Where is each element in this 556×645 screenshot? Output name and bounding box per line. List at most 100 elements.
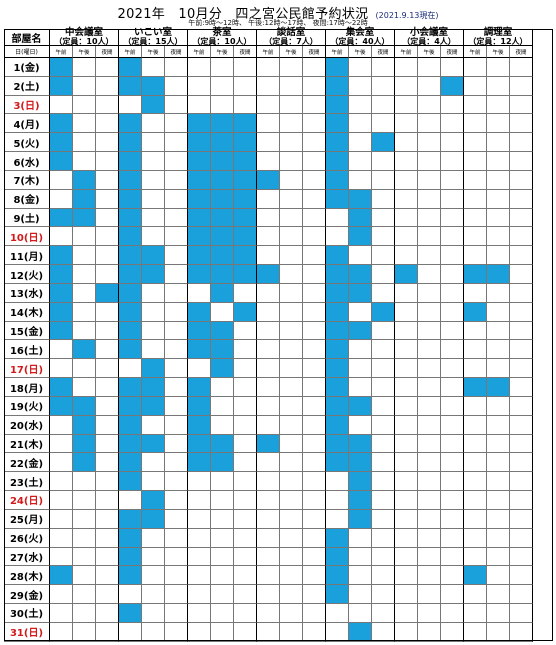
open-slot[interactable] bbox=[73, 114, 96, 134]
open-slot[interactable] bbox=[510, 604, 533, 623]
open-slot[interactable] bbox=[234, 547, 257, 567]
open-slot[interactable] bbox=[418, 491, 441, 510]
open-slot[interactable] bbox=[487, 622, 510, 642]
open-slot[interactable] bbox=[257, 604, 280, 623]
open-slot[interactable] bbox=[73, 321, 96, 341]
open-slot[interactable] bbox=[96, 604, 119, 623]
open-slot[interactable] bbox=[303, 265, 326, 284]
open-slot[interactable] bbox=[257, 396, 280, 416]
open-slot[interactable] bbox=[441, 415, 464, 435]
open-slot[interactable] bbox=[487, 359, 510, 379]
open-slot[interactable] bbox=[257, 415, 280, 435]
open-slot[interactable] bbox=[73, 491, 96, 510]
open-slot[interactable] bbox=[280, 566, 303, 586]
open-slot[interactable] bbox=[257, 585, 280, 605]
open-slot[interactable] bbox=[303, 95, 326, 115]
booked-slot[interactable] bbox=[234, 189, 257, 209]
open-slot[interactable] bbox=[510, 472, 533, 492]
open-slot[interactable] bbox=[280, 340, 303, 360]
open-slot[interactable] bbox=[142, 208, 165, 228]
open-slot[interactable] bbox=[257, 453, 280, 473]
open-slot[interactable] bbox=[96, 434, 119, 454]
booked-slot[interactable] bbox=[188, 227, 211, 247]
open-slot[interactable] bbox=[441, 453, 464, 473]
open-slot[interactable] bbox=[165, 566, 188, 586]
open-slot[interactable] bbox=[464, 585, 487, 605]
open-slot[interactable] bbox=[188, 95, 211, 115]
open-slot[interactable] bbox=[165, 396, 188, 416]
open-slot[interactable] bbox=[510, 152, 533, 171]
open-slot[interactable] bbox=[280, 114, 303, 134]
open-slot[interactable] bbox=[326, 227, 349, 247]
open-slot[interactable] bbox=[326, 208, 349, 228]
open-slot[interactable] bbox=[234, 95, 257, 115]
open-slot[interactable] bbox=[372, 585, 395, 605]
open-slot[interactable] bbox=[303, 321, 326, 341]
booked-slot[interactable] bbox=[211, 114, 234, 134]
booked-slot[interactable] bbox=[50, 58, 73, 77]
open-slot[interactable] bbox=[441, 378, 464, 397]
open-slot[interactable] bbox=[487, 528, 510, 548]
open-slot[interactable] bbox=[349, 95, 372, 115]
open-slot[interactable] bbox=[165, 58, 188, 77]
open-slot[interactable] bbox=[464, 604, 487, 623]
open-slot[interactable] bbox=[441, 208, 464, 228]
open-slot[interactable] bbox=[257, 472, 280, 492]
open-slot[interactable] bbox=[395, 415, 418, 435]
booked-slot[interactable] bbox=[119, 58, 142, 77]
open-slot[interactable] bbox=[418, 453, 441, 473]
open-slot[interactable] bbox=[211, 76, 234, 96]
open-slot[interactable] bbox=[441, 283, 464, 303]
open-slot[interactable] bbox=[303, 622, 326, 642]
booked-slot[interactable] bbox=[349, 396, 372, 416]
open-slot[interactable] bbox=[303, 76, 326, 96]
open-slot[interactable] bbox=[96, 396, 119, 416]
booked-slot[interactable] bbox=[73, 453, 96, 473]
open-slot[interactable] bbox=[395, 528, 418, 548]
open-slot[interactable] bbox=[418, 604, 441, 623]
open-slot[interactable] bbox=[234, 415, 257, 435]
open-slot[interactable] bbox=[303, 227, 326, 247]
open-slot[interactable] bbox=[464, 491, 487, 510]
open-slot[interactable] bbox=[487, 170, 510, 190]
open-slot[interactable] bbox=[303, 152, 326, 171]
open-slot[interactable] bbox=[510, 509, 533, 529]
booked-slot[interactable] bbox=[234, 246, 257, 266]
open-slot[interactable] bbox=[50, 415, 73, 435]
booked-slot[interactable] bbox=[50, 76, 73, 96]
open-slot[interactable] bbox=[418, 396, 441, 416]
open-slot[interactable] bbox=[73, 378, 96, 397]
booked-slot[interactable] bbox=[142, 265, 165, 284]
open-slot[interactable] bbox=[326, 622, 349, 642]
open-slot[interactable] bbox=[96, 227, 119, 247]
open-slot[interactable] bbox=[165, 95, 188, 115]
booked-slot[interactable] bbox=[119, 208, 142, 228]
open-slot[interactable] bbox=[487, 114, 510, 134]
open-slot[interactable] bbox=[303, 283, 326, 303]
open-slot[interactable] bbox=[165, 321, 188, 341]
booked-slot[interactable] bbox=[326, 58, 349, 77]
open-slot[interactable] bbox=[418, 434, 441, 454]
booked-slot[interactable] bbox=[119, 265, 142, 284]
booked-slot[interactable] bbox=[257, 434, 280, 454]
open-slot[interactable] bbox=[395, 208, 418, 228]
open-slot[interactable] bbox=[464, 227, 487, 247]
open-slot[interactable] bbox=[441, 227, 464, 247]
open-slot[interactable] bbox=[510, 76, 533, 96]
open-slot[interactable] bbox=[372, 76, 395, 96]
booked-slot[interactable] bbox=[464, 302, 487, 322]
open-slot[interactable] bbox=[211, 585, 234, 605]
open-slot[interactable] bbox=[96, 95, 119, 115]
open-slot[interactable] bbox=[464, 434, 487, 454]
open-slot[interactable] bbox=[280, 453, 303, 473]
open-slot[interactable] bbox=[165, 509, 188, 529]
booked-slot[interactable] bbox=[119, 415, 142, 435]
open-slot[interactable] bbox=[303, 566, 326, 586]
open-slot[interactable] bbox=[142, 133, 165, 153]
open-slot[interactable] bbox=[372, 227, 395, 247]
open-slot[interactable] bbox=[464, 528, 487, 548]
open-slot[interactable] bbox=[441, 528, 464, 548]
open-slot[interactable] bbox=[96, 585, 119, 605]
open-slot[interactable] bbox=[464, 76, 487, 96]
open-slot[interactable] bbox=[510, 359, 533, 379]
